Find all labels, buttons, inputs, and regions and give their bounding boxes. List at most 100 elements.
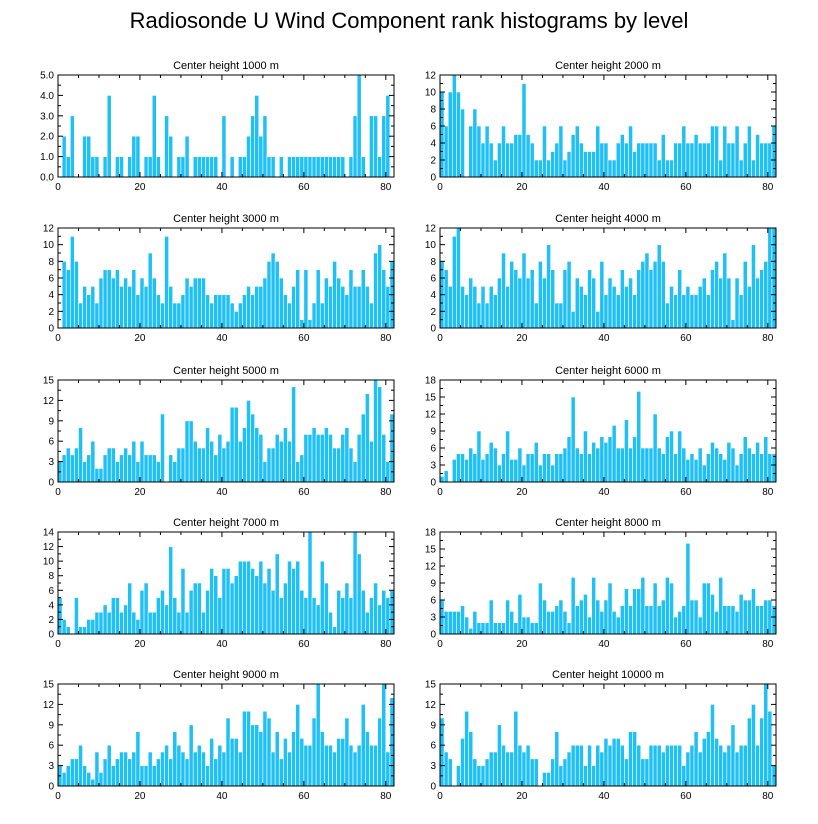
- histogram-bar: [278, 597, 284, 635]
- histogram-bar: [558, 302, 564, 329]
- histogram-bar: [632, 294, 637, 329]
- histogram-bar: [509, 459, 515, 483]
- histogram-bar: [336, 277, 342, 329]
- histogram-bar: [714, 447, 719, 483]
- histogram-bar: [119, 156, 124, 178]
- histogram-bar: [213, 575, 219, 635]
- histogram-bar: [542, 125, 547, 178]
- histogram-bar: [468, 628, 474, 635]
- histogram-bar: [254, 575, 260, 635]
- histogram-bar: [324, 156, 329, 178]
- histogram-bar: [607, 436, 613, 483]
- histogram-bar: [640, 758, 646, 787]
- histogram-bar: [587, 744, 592, 787]
- histogram-bar: [86, 454, 92, 483]
- histogram-bar: [94, 468, 100, 483]
- x-tick-label: 80: [762, 182, 774, 193]
- histogram-bar: [591, 151, 597, 178]
- x-tick-label: 60: [298, 333, 310, 344]
- histogram-bar: [143, 765, 149, 787]
- y-tick-label: 0.0: [40, 173, 54, 184]
- histogram-bar: [131, 269, 137, 329]
- histogram-bar: [242, 560, 247, 635]
- histogram-bar: [591, 577, 597, 635]
- histogram-bar: [751, 588, 756, 635]
- histogram-bar: [98, 772, 104, 787]
- histogram-bar: [184, 135, 190, 178]
- x-tick-label: 0: [437, 333, 443, 344]
- histogram-bar: [652, 582, 658, 635]
- histogram-bar: [480, 286, 486, 329]
- histogram-bar: [456, 91, 461, 178]
- histogram-bar: [184, 277, 190, 329]
- histogram-bar: [472, 108, 478, 178]
- histogram-bar: [619, 744, 625, 787]
- histogram-bar: [697, 616, 703, 635]
- histogram-bar: [90, 156, 96, 178]
- histogram-bar: [82, 765, 87, 787]
- histogram-bar: [336, 447, 342, 483]
- x-tick-label: 40: [598, 182, 610, 193]
- histogram-bar: [706, 142, 711, 178]
- histogram-bar: [562, 447, 568, 483]
- chart-panel: Center height 7000 m 0 2 4 6 8 10 12 14 0 20 40 60 80: [43, 517, 395, 650]
- histogram-bar: [517, 277, 523, 329]
- histogram-bar: [738, 159, 744, 178]
- histogram-bar: [106, 447, 112, 483]
- histogram-bar: [69, 115, 75, 178]
- histogram-bar: [94, 751, 100, 787]
- histogram-bar: [636, 142, 642, 178]
- histogram-bar: [229, 406, 235, 483]
- x-tick-label: 0: [55, 487, 61, 498]
- histogram-bar: [385, 461, 391, 483]
- x-tick-label: 80: [380, 182, 392, 193]
- histogram-bar: [464, 710, 469, 787]
- histogram-bar: [497, 724, 502, 787]
- histogram-bar: [164, 236, 169, 329]
- histogram-bar: [287, 751, 292, 787]
- histogram-bar: [665, 159, 670, 178]
- histogram-bar: [738, 744, 744, 787]
- histogram-bar: [332, 626, 337, 635]
- histogram-bar: [209, 302, 215, 329]
- histogram-bar: [579, 286, 584, 329]
- histogram-bar: [65, 626, 71, 635]
- histogram-bar: [254, 427, 260, 483]
- histogram-bar: [217, 294, 223, 329]
- histogram-bar: [115, 758, 120, 787]
- histogram-bar: [336, 156, 342, 178]
- histogram-bar: [176, 156, 182, 178]
- histogram-bar: [82, 135, 87, 178]
- histogram-bar: [377, 244, 383, 329]
- histogram-bar: [579, 599, 584, 635]
- histogram-bar: [460, 108, 465, 178]
- x-tick-label: 40: [598, 639, 610, 650]
- histogram-bar: [460, 453, 465, 483]
- histogram-bar: [730, 447, 736, 483]
- histogram-bar: [476, 622, 482, 635]
- histogram-bar: [706, 294, 711, 329]
- histogram-bar: [566, 436, 572, 483]
- histogram-bar: [381, 683, 387, 787]
- histogram-bar: [554, 453, 560, 483]
- histogram-bar: [168, 454, 174, 483]
- histogram-bar: [311, 427, 317, 483]
- histogram-bar: [201, 447, 206, 483]
- histogram-bar: [488, 442, 494, 483]
- histogram-bar: [168, 135, 174, 178]
- histogram-bar: [673, 294, 678, 329]
- histogram-bar: [763, 261, 769, 329]
- histogram-bar: [460, 605, 465, 635]
- histogram-bar: [640, 577, 646, 635]
- panel-title: Center height 4000 m: [555, 213, 661, 225]
- histogram-bar: [656, 605, 662, 635]
- histogram-bar: [311, 597, 317, 635]
- histogram-bar: [237, 440, 243, 483]
- histogram-bar: [291, 731, 296, 787]
- histogram-bar: [628, 447, 633, 483]
- y-tick-label: 6: [48, 437, 54, 448]
- histogram-bar: [360, 413, 366, 483]
- histogram-bar: [742, 142, 748, 178]
- histogram-bar: [681, 294, 687, 329]
- histogram-bar: [550, 464, 556, 483]
